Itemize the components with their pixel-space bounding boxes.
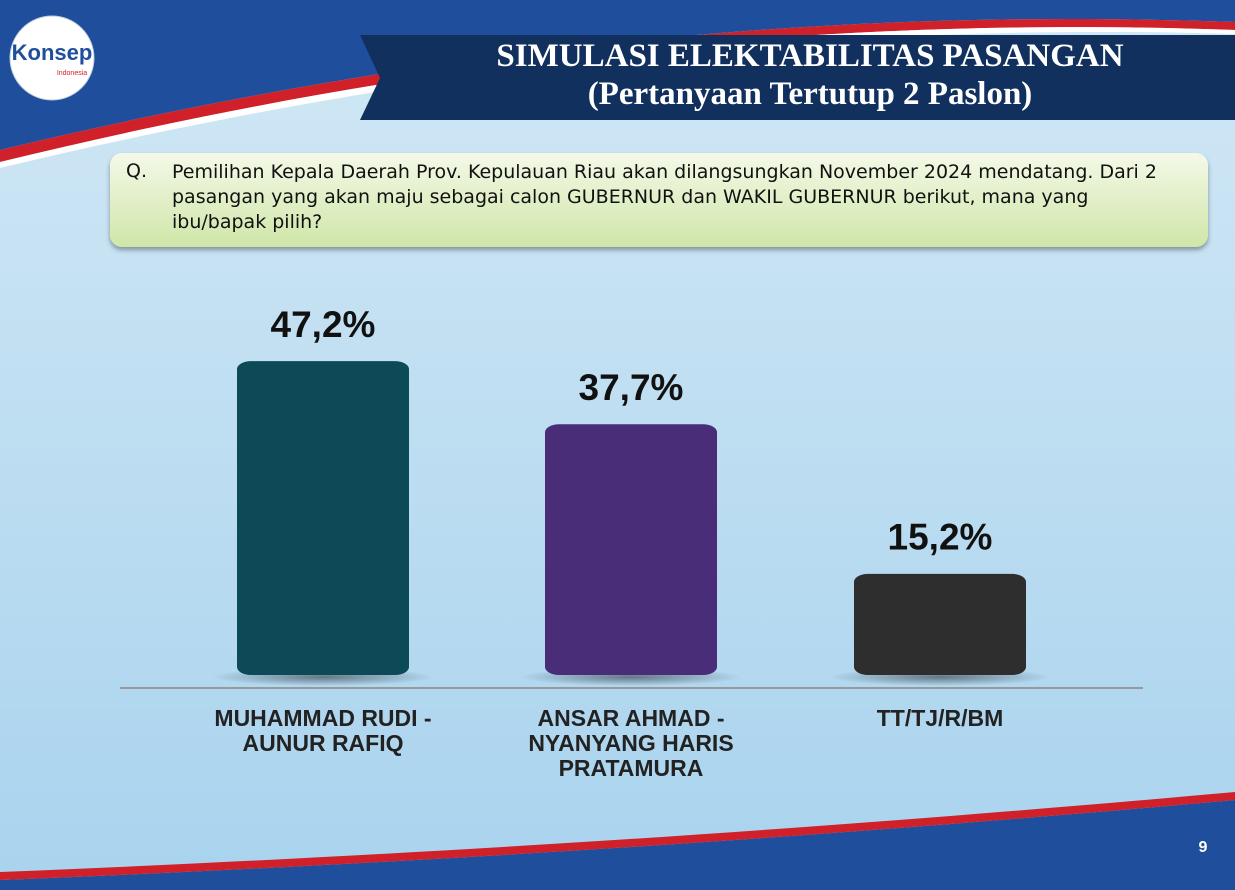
x-tick-label: ANSAR AHMAD - NYANYANG HARIS PRATAMURA [528, 705, 734, 781]
bar [545, 424, 717, 675]
value-label: 37,7% [579, 367, 684, 408]
bottom-band [0, 800, 1235, 890]
bar [237, 361, 409, 675]
chart-title: SIMULASI ELEKTABILITAS PASANGAN [496, 38, 1123, 74]
top-band [0, 0, 1235, 150]
chart-subtitle: (Pertanyaan Tertutup 2 Paslon) [588, 76, 1033, 112]
value-label: 15,2% [888, 517, 993, 558]
logo-tagline: Indonesia [57, 70, 87, 77]
question-label: Q. [126, 160, 147, 182]
x-tick-label: MUHAMMAD RUDI - AUNUR RAFIQ [214, 705, 432, 756]
page-number: 9 [1199, 839, 1208, 856]
x-tick-label: TT/TJ/R/BM [876, 705, 1004, 731]
question-box: Q. Pemilihan Kepala Daerah Prov. Kepulau… [110, 153, 1208, 247]
logo-text: Konsep [12, 40, 93, 65]
question-text: Pemilihan Kepala Daerah Prov. Kepulauan … [172, 161, 1157, 233]
bar [854, 573, 1026, 675]
bottom-stripe [0, 792, 1235, 880]
logo-circle [9, 15, 95, 101]
title-box [360, 35, 1235, 120]
value-label: 47,2% [271, 304, 376, 345]
